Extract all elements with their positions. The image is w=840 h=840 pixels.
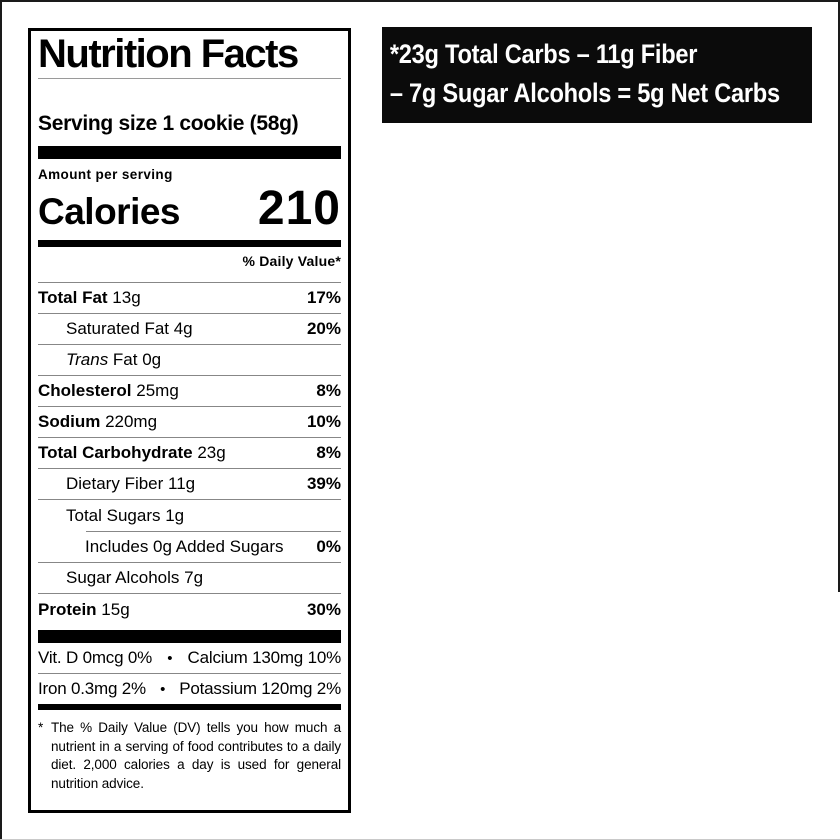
- nutrient-row-protein: Protein 15g 30%: [38, 599, 341, 619]
- title-divider: [38, 78, 341, 79]
- bullet-separator: •: [160, 680, 166, 698]
- page-border-top: [0, 0, 840, 2]
- nutrient-row-total-sugars: Total Sugars 1g: [66, 505, 185, 525]
- footnote-asterisk: *: [38, 720, 44, 735]
- calories-row: Calories 210: [38, 182, 341, 235]
- medium-separator-bar: [38, 704, 341, 710]
- medium-separator-bar: [38, 240, 341, 247]
- page-border-right: [838, 0, 840, 592]
- nutrient-row-added-sugars: Includes 0g Added Sugars 0%: [38, 532, 341, 563]
- net-carbs-line-2: – 7g Sugar Alcohols = 5g Net Carbs: [389, 78, 780, 108]
- row-divider: [38, 282, 341, 283]
- net-carbs-callout: *23g Total Carbs – 11g Fiber – 7g Sugar …: [382, 27, 812, 123]
- nutrient-row-trans-fat: Trans Fat 0g: [38, 345, 341, 376]
- daily-value-percent: 17%: [306, 288, 341, 307]
- nutrient-row-total-carbohydrate: Total Carbohydrate 23g 8%: [38, 438, 341, 469]
- nutrient-row-cholesterol: Cholesterol 25mg 8%: [38, 376, 341, 407]
- nutrient-row-saturated-fat: Saturated Fat 4g 20%: [38, 314, 341, 345]
- daily-value-percent: 10%: [306, 412, 341, 431]
- calories-value: 210: [257, 182, 341, 235]
- amount-per-serving-label: Amount per serving: [38, 167, 173, 182]
- nutrient-row-total-fat: Total Fat 13g 17%: [38, 283, 341, 314]
- daily-value-footnote: * The % Daily Value (DV) tells you how m…: [38, 719, 341, 793]
- bullet-separator: •: [167, 649, 173, 667]
- micronutrient-row-vitd-calcium: Vit. D 0mcg 0% • Calcium 130mg 10%: [38, 648, 341, 667]
- net-carbs-line-1: *23g Total Carbs – 11g Fiber: [389, 39, 698, 69]
- nutrient-row-sugar-alcohols: Sugar Alcohols 7g: [38, 563, 341, 594]
- daily-value-percent: 39%: [306, 474, 341, 493]
- nutrition-facts-label: Nutrition Facts Serving size 1 cookie (5…: [28, 28, 351, 813]
- daily-value-percent: 0%: [316, 537, 341, 556]
- daily-value-percent: 8%: [316, 381, 341, 400]
- row-divider: [38, 673, 341, 674]
- daily-value-header: % Daily Value*: [242, 253, 341, 269]
- daily-value-percent: 8%: [316, 443, 341, 462]
- nutrient-row-dietary-fiber: Dietary Fiber 11g 39%: [38, 469, 341, 500]
- calories-label: Calories: [38, 191, 181, 232]
- micronutrient-row-iron-potassium: Iron 0.3mg 2% • Potassium 120mg 2%: [38, 679, 341, 698]
- serving-size-line: Serving size 1 cookie (58g): [38, 112, 299, 135]
- page-border-left: [0, 0, 2, 840]
- row-divider-indented: [86, 531, 341, 532]
- thick-separator-bar: [38, 146, 341, 159]
- daily-value-percent: 30%: [306, 599, 341, 619]
- nutrient-row-sodium: Sodium 220mg 10%: [38, 407, 341, 438]
- daily-value-percent: 20%: [306, 319, 341, 338]
- label-title: Nutrition Facts: [38, 32, 299, 76]
- thick-separator-bar: [38, 630, 341, 643]
